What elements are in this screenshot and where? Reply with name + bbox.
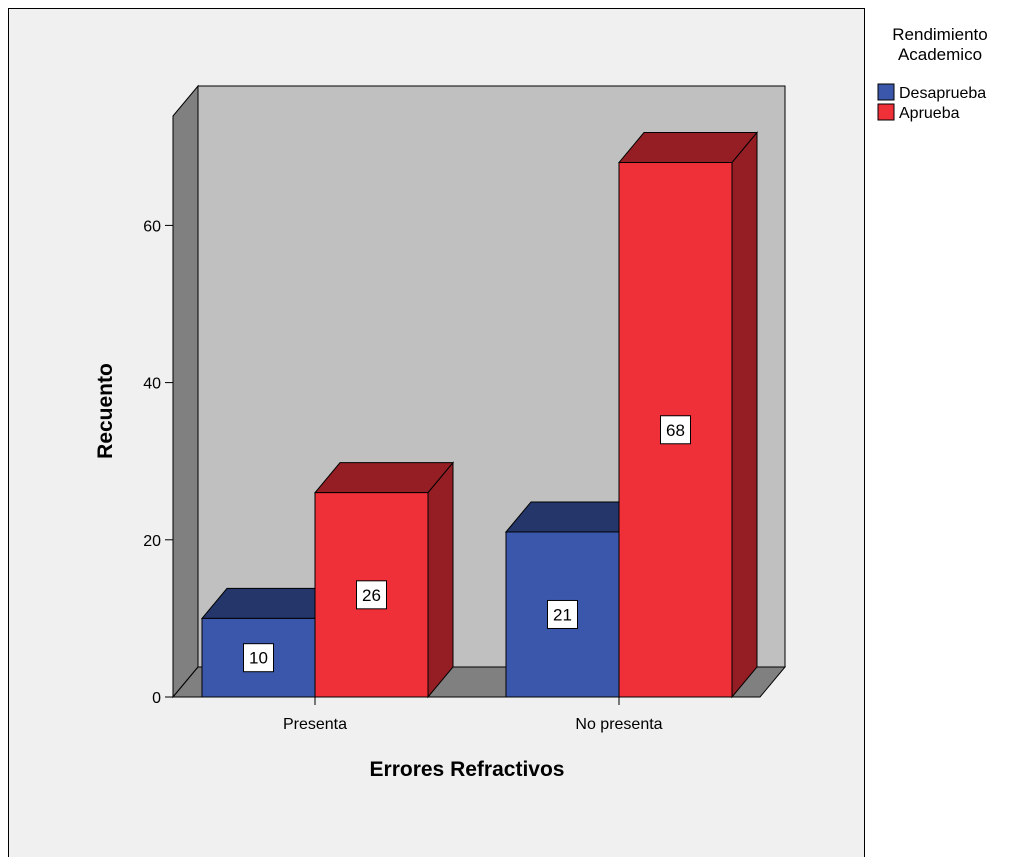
data-label-box <box>547 599 578 629</box>
y-tick-label: 40 <box>143 376 161 393</box>
y-tick-label: 20 <box>143 533 161 550</box>
x-axis-ticks: Presenta No presenta <box>283 697 663 733</box>
data-label-box <box>356 580 387 610</box>
data-label: 68 <box>666 421 685 440</box>
y-tick-label: 0 <box>152 690 161 707</box>
legend: Rendimiento Academico Desaprueba Aprueba <box>877 25 988 122</box>
legend-label-aprueba: Aprueba <box>899 105 960 122</box>
legend-swatch-aprueba <box>877 103 895 121</box>
bar-side <box>731 131 758 699</box>
x-tick-label: No presenta <box>575 716 662 733</box>
legend-swatch-desaprueba <box>877 83 895 101</box>
y-axis-title: Recuento <box>94 363 117 459</box>
x-tick-label: Presenta <box>283 716 347 733</box>
data-label-box <box>660 415 691 445</box>
bars: 10 26 21 68 <box>200 131 759 699</box>
side-wall <box>172 84 199 699</box>
bar-side <box>427 461 454 699</box>
x-axis-title: Errores Refractivos <box>370 758 565 781</box>
data-label: 21 <box>553 605 572 624</box>
bar-aprueba-0: 26 <box>313 461 455 699</box>
data-label: 10 <box>249 649 268 668</box>
y-tick-label: 60 <box>143 218 161 235</box>
y-axis-ticks: 0 20 40 60 <box>143 218 173 707</box>
data-label-box <box>243 643 274 673</box>
data-label: 26 <box>362 586 381 605</box>
legend-title-line2: Academico <box>898 45 982 64</box>
legend-title-line1: Rendimiento <box>892 25 987 44</box>
legend-label-desaprueba: Desaprueba <box>899 85 986 102</box>
bar-aprueba-1: 68 <box>617 131 759 699</box>
legend-items: Desaprueba Aprueba <box>877 83 986 122</box>
